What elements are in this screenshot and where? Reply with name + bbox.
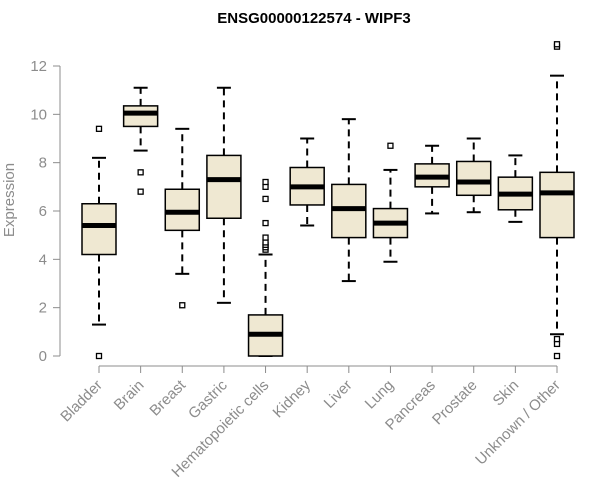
y-tick-label: 4 — [39, 251, 47, 268]
outlier-point — [137, 169, 144, 176]
box-breast — [164, 127, 201, 309]
iqr-box — [81, 203, 117, 256]
outlier-point — [262, 234, 269, 241]
box-lung — [372, 142, 409, 263]
y-tick-label: 12 — [30, 58, 47, 75]
x-tick-label: Skin — [490, 377, 523, 410]
iqr-box — [122, 105, 159, 128]
box-skin — [497, 154, 534, 223]
boxes-group — [81, 41, 575, 360]
outlier-point — [262, 195, 269, 203]
x-tick-label: Breast — [146, 376, 189, 419]
y-tick-label: 10 — [30, 106, 47, 123]
box-gastric — [206, 86, 242, 304]
box-kidney — [289, 137, 325, 227]
box-pancreas — [414, 144, 450, 215]
y-tick-label: 2 — [39, 300, 47, 317]
box-prostate — [455, 137, 492, 214]
x-tick-label: Kidney — [270, 376, 315, 421]
outlier-point — [95, 352, 103, 360]
x-tick-label: Brain — [111, 377, 148, 414]
outlier-point — [387, 142, 394, 149]
outlier-point — [553, 41, 561, 48]
chart-title: ENSG00000122574 - WIPF3 — [217, 10, 410, 27]
outlier-point — [179, 302, 186, 309]
box-brain — [122, 86, 159, 195]
y-tick-label: 8 — [39, 155, 47, 172]
x-tick-label: Lung — [362, 377, 398, 413]
x-tick-label: Bladder — [57, 377, 106, 426]
outlier-point — [262, 178, 269, 186]
y-tick-label: 0 — [39, 348, 47, 365]
outlier-point — [262, 219, 269, 227]
box-liver — [331, 118, 367, 283]
y-tick-label: 6 — [39, 203, 47, 220]
iqr-box — [455, 160, 492, 197]
box-hematopoietic-cells — [247, 178, 284, 357]
iqr-box — [539, 171, 575, 239]
x-tick-label: Prostate — [429, 377, 481, 429]
outlier-point — [553, 352, 561, 360]
outlier-point — [95, 125, 103, 132]
iqr-box — [206, 154, 242, 220]
y-axis: 0 2 4 6 8 10 12 — [30, 58, 61, 365]
y-axis-label: Expression — [1, 163, 18, 237]
box-unknown-other — [539, 41, 575, 360]
x-tick-label: Liver — [321, 377, 356, 412]
outlier-point — [553, 335, 561, 343]
outlier-point — [137, 188, 144, 195]
box-bladder — [81, 125, 117, 360]
